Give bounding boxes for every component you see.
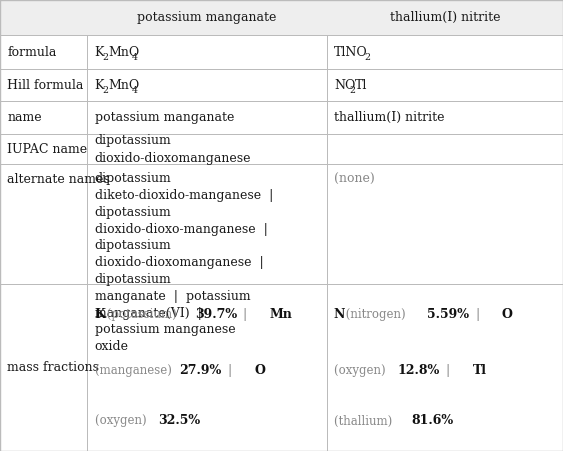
Text: TlNO: TlNO — [334, 46, 368, 59]
Text: |: | — [235, 308, 256, 321]
Text: potassium manganate: potassium manganate — [137, 11, 276, 24]
Bar — [327, 164, 563, 284]
Bar — [0, 35, 87, 69]
Text: dipotassium
diketo-dioxido-manganese  |
dipotassium
dioxido-dioxo-manganese  |
d: dipotassium diketo-dioxido-manganese | d… — [95, 172, 273, 353]
Bar — [327, 284, 563, 451]
Text: dipotassium
dioxido-dioxomanganese: dipotassium dioxido-dioxomanganese — [95, 133, 251, 165]
Text: |: | — [468, 308, 488, 321]
Text: K: K — [95, 308, 105, 321]
Text: O: O — [502, 308, 513, 321]
Text: 2: 2 — [365, 53, 371, 62]
Text: 4: 4 — [131, 86, 137, 95]
Text: N: N — [334, 308, 345, 321]
Text: thallium(I) nitrite: thallium(I) nitrite — [334, 111, 444, 124]
Text: thallium(I) nitrite: thallium(I) nitrite — [390, 11, 500, 24]
Text: 2: 2 — [350, 86, 355, 95]
Text: 4: 4 — [131, 53, 137, 62]
Bar — [87, 284, 327, 451]
Text: mass fractions: mass fractions — [7, 361, 99, 374]
Text: 5.59%: 5.59% — [427, 308, 469, 321]
Bar — [0, 69, 87, 101]
Bar — [0, 134, 87, 164]
Text: Hill formula: Hill formula — [7, 79, 84, 92]
Bar — [327, 101, 563, 134]
Bar — [87, 69, 327, 101]
Text: (nitrogen): (nitrogen) — [342, 308, 409, 321]
Bar — [87, 134, 327, 164]
Bar — [87, 35, 327, 69]
Text: 81.6%: 81.6% — [412, 414, 454, 428]
Bar — [327, 134, 563, 164]
Text: (oxygen): (oxygen) — [95, 414, 150, 428]
Text: 32.5%: 32.5% — [158, 414, 200, 428]
Text: MnO: MnO — [108, 46, 140, 59]
Text: 12.8%: 12.8% — [397, 364, 440, 377]
Text: NO: NO — [334, 79, 355, 92]
Text: Tl: Tl — [472, 364, 486, 377]
Bar — [0, 284, 87, 451]
Text: formula: formula — [7, 46, 57, 59]
Text: Mn: Mn — [270, 308, 293, 321]
Text: (potassium): (potassium) — [102, 308, 180, 321]
Bar — [0, 0, 563, 35]
Text: potassium manganate: potassium manganate — [95, 111, 234, 124]
Text: 39.7%: 39.7% — [195, 308, 237, 321]
Text: (manganese): (manganese) — [95, 364, 175, 377]
Text: (oxygen): (oxygen) — [334, 364, 389, 377]
Bar — [87, 101, 327, 134]
Text: Tl: Tl — [355, 79, 368, 92]
Text: 2: 2 — [102, 53, 108, 62]
Text: (none): (none) — [334, 173, 374, 186]
Bar — [87, 164, 327, 284]
Bar — [0, 164, 87, 284]
Text: (thallium): (thallium) — [334, 414, 396, 428]
Text: K: K — [95, 46, 104, 59]
Text: name: name — [7, 111, 42, 124]
Text: K: K — [95, 79, 104, 92]
Text: MnO: MnO — [108, 79, 140, 92]
Text: O: O — [254, 364, 266, 377]
Text: alternate names: alternate names — [7, 173, 110, 186]
Text: 27.9%: 27.9% — [180, 364, 222, 377]
Text: IUPAC name: IUPAC name — [7, 143, 87, 156]
Bar — [327, 35, 563, 69]
Bar — [0, 101, 87, 134]
Text: |: | — [438, 364, 458, 377]
Text: 2: 2 — [102, 86, 108, 95]
Text: |: | — [220, 364, 240, 377]
Bar — [327, 69, 563, 101]
